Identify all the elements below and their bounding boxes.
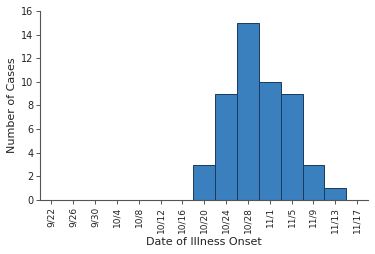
Bar [324, 188, 346, 200]
Y-axis label: Number of Cases: Number of Cases [7, 58, 17, 153]
Bar [215, 94, 237, 200]
X-axis label: Date of Illness Onset: Date of Illness Onset [146, 237, 262, 247]
Bar [259, 82, 281, 200]
Bar [194, 165, 215, 200]
Bar [281, 94, 303, 200]
Bar [237, 23, 259, 200]
Bar [303, 165, 324, 200]
